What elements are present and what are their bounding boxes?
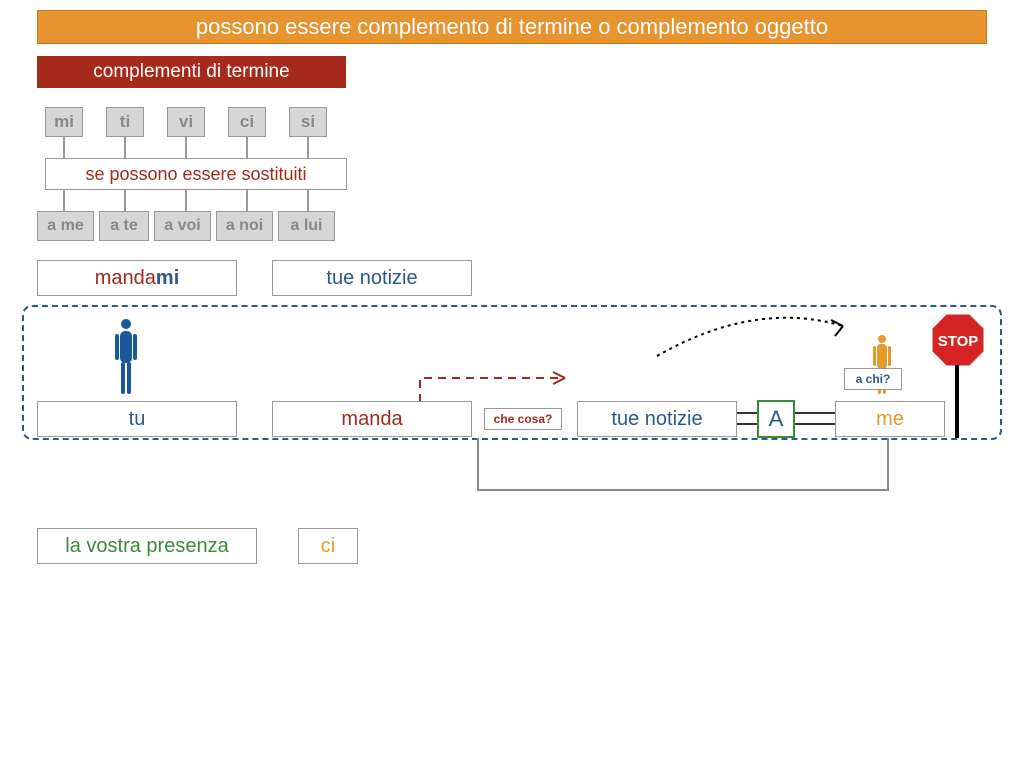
box-la-vostra-presenza: la vostra presenza — [37, 528, 257, 564]
box-ci: ci — [298, 528, 358, 564]
bracket — [0, 0, 1024, 768]
